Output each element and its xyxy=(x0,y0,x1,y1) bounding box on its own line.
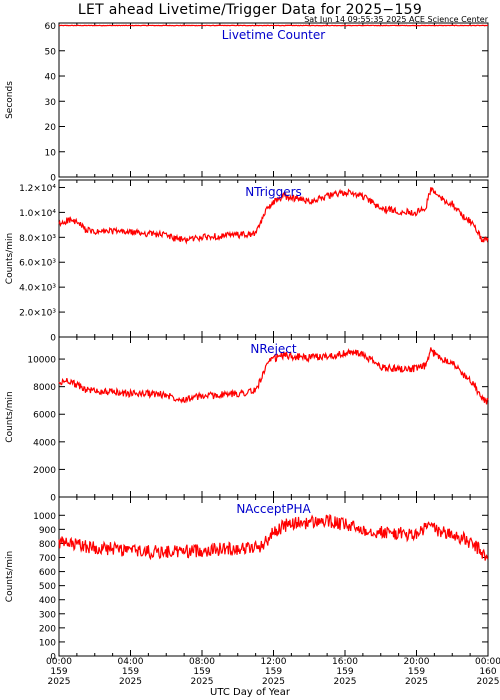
y-axis-label: Counts/min xyxy=(5,391,15,442)
x-tick-label-time: 04:00 xyxy=(118,657,144,667)
series-line xyxy=(58,513,489,561)
y-tick-label: 20 xyxy=(45,123,57,133)
y-tick-label: 100 xyxy=(39,638,56,648)
x-tick-label-time: 12:00 xyxy=(261,657,287,667)
y-tick-label: 500 xyxy=(39,582,56,592)
y-tick-label: 10000 xyxy=(27,356,56,366)
x-tick-label-doy: 159 xyxy=(50,667,67,677)
x-tick-label-time: 16:00 xyxy=(332,657,358,667)
x-tick-label-doy: 159 xyxy=(193,667,210,677)
panel-label: Livetime Counter xyxy=(222,28,325,42)
y-tick-label: 0 xyxy=(50,653,56,663)
x-axis: 00:00159202504:00159202508:00159202512:0… xyxy=(46,657,500,687)
panel-label: NReject xyxy=(250,342,296,356)
chart-subtitle: Sat Jun 14 09:55:35 2025 ACE Science Cen… xyxy=(304,15,488,24)
panel-label: NAcceptPHA xyxy=(236,502,311,516)
x-tick-label-year: 2025 xyxy=(405,677,428,687)
y-axis-label: Seconds xyxy=(5,81,15,119)
x-tick-label-doy: 159 xyxy=(265,667,282,677)
x-tick-label-year: 2025 xyxy=(119,677,142,687)
panel-label: NTriggers xyxy=(245,185,302,199)
panel-frame xyxy=(58,496,489,657)
y-tick-label: 8.0×10³ xyxy=(19,234,56,244)
y-tick-label: 6000 xyxy=(33,411,56,421)
y-tick-label: 0 xyxy=(50,494,56,504)
y-tick-label: 8000 xyxy=(33,383,56,393)
y-tick-label: 1.0×10⁴ xyxy=(19,209,56,219)
y-tick-label: 200 xyxy=(39,624,56,634)
y-axis-label: Counts/min xyxy=(5,233,15,284)
panel-frame xyxy=(58,22,489,178)
x-tick-label-time: 00:00 xyxy=(46,657,72,667)
x-axis-label: UTC Day of Year xyxy=(210,687,290,698)
y-tick-label: 30 xyxy=(45,98,57,108)
x-tick-label-year: 2025 xyxy=(334,677,357,687)
x-tick-label-doy: 159 xyxy=(336,667,353,677)
y-tick-label: 4000 xyxy=(33,438,56,448)
y-tick-label: 400 xyxy=(39,596,56,606)
y-tick-label: 800 xyxy=(39,540,56,550)
x-tick-label-year: 2025 xyxy=(262,677,285,687)
x-tick-label-doy: 160 xyxy=(479,667,496,677)
panel-0: 0 10 20 30 40 50 60 Seconds Livetime Counter xyxy=(5,22,489,184)
chart-title: LET ahead Livetime/Trigger Data for 2025… xyxy=(77,2,423,18)
x-tick-label-time: 08:00 xyxy=(189,657,215,667)
panel-2: 0 2000 4000 6000 8000 10000 Counts/min NReject xyxy=(5,336,489,504)
y-tick-label: 600 xyxy=(39,568,56,578)
y-tick-label: 4.0×10³ xyxy=(19,284,56,294)
y-tick-label: 60 xyxy=(45,22,57,32)
panel-3: 0 100 200 300 400 500 600 700 800 900 1000 Counts/m… xyxy=(5,496,489,663)
y-axis-label: Counts/min xyxy=(5,551,15,602)
y-tick-label: 0 xyxy=(50,174,56,184)
x-tick-label-year: 2025 xyxy=(191,677,214,687)
x-tick-label-year: 2025 xyxy=(48,677,71,687)
y-tick-label: 2.0×10³ xyxy=(19,309,56,319)
x-tick-label-time: 00:00 xyxy=(475,657,500,667)
y-tick-label: 6.0×10³ xyxy=(19,259,56,269)
x-tick-label-doy: 159 xyxy=(408,667,425,677)
series-line xyxy=(58,186,489,245)
series-line xyxy=(58,24,489,27)
panel-frame xyxy=(58,336,489,498)
x-tick-label-time: 20:00 xyxy=(404,657,430,667)
y-tick-label: 0 xyxy=(50,334,56,344)
panel-1: 0 2.0×10³ 4.0×10³ 6.0×10³ 8.0×10³ 1.0×10⁴ 1.2×… xyxy=(5,179,489,344)
y-tick-label: 40 xyxy=(45,73,57,83)
y-tick-label: 10 xyxy=(45,148,57,158)
y-tick-label: 700 xyxy=(39,554,56,564)
x-tick-label-doy: 159 xyxy=(122,667,139,677)
y-tick-label: 1000 xyxy=(33,512,56,522)
y-tick-label: 1.2×10⁴ xyxy=(19,184,56,194)
y-tick-label: 50 xyxy=(45,47,57,57)
chart-panels: 0 10 20 30 40 50 60 Seconds Livetime Counter 0 2.0… xyxy=(5,22,489,663)
y-tick-label: 900 xyxy=(39,526,56,536)
x-tick-label-year: 2025 xyxy=(477,677,500,687)
y-tick-label: 300 xyxy=(39,610,56,620)
series-line xyxy=(58,347,489,405)
y-tick-label: 2000 xyxy=(33,466,56,476)
